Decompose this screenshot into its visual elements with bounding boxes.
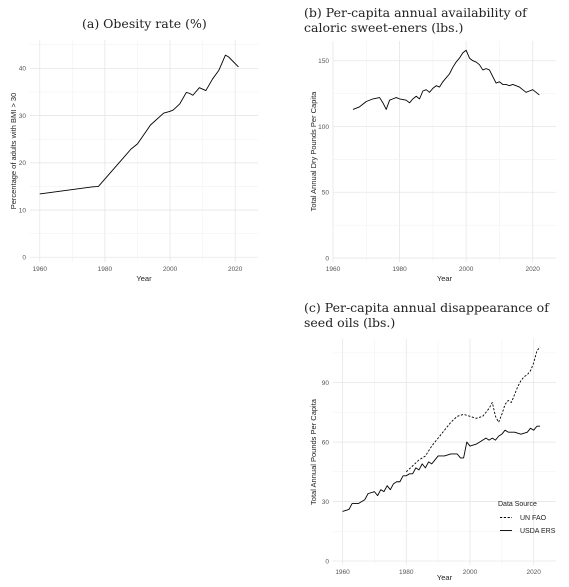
y-axis-title: Percentage of adults with BMI > 30: [9, 93, 18, 210]
series-line: [352, 49, 540, 110]
x-tick-label: 1960: [33, 266, 48, 273]
y-tick-label: 40: [19, 66, 27, 73]
x-axis-title: Year: [136, 274, 152, 283]
y-tick-label: 30: [19, 113, 27, 120]
y-tick-label: 0: [325, 255, 329, 262]
x-tick-label: 2020: [525, 266, 540, 273]
x-tick-label: 2000: [163, 266, 178, 273]
series-line-un-fao: [405, 346, 541, 473]
y-tick-label: 50: [322, 190, 330, 197]
y-tick-label: 60: [322, 439, 330, 446]
legend-title: Data Source: [498, 501, 537, 508]
y-tick-label: 20: [19, 160, 27, 167]
x-tick-label: 2000: [463, 569, 478, 576]
y-axis-title: Total Annual Dry Pounds Per Capita: [309, 91, 318, 211]
y-tick-label: 150: [318, 58, 329, 65]
x-axis-title: Year: [437, 573, 453, 582]
x-tick-label: 2020: [526, 569, 541, 576]
caption-b: (b) Per-capita annual availability of ca…: [304, 5, 566, 35]
x-tick-label: 1960: [326, 266, 341, 273]
x-tick-label: 1960: [335, 569, 350, 576]
legend-label: USDA ERS: [520, 528, 556, 535]
caption-c: (c) Per-capita annual disappearance of s…: [304, 300, 566, 330]
x-tick-label: 2020: [228, 266, 243, 273]
y-tick-label: 30: [322, 499, 330, 506]
legend-label: UN FAO: [520, 515, 547, 522]
y-tick-label: 10: [19, 207, 27, 214]
x-axis-title: Year: [437, 274, 453, 283]
series-line: [39, 54, 239, 195]
caption-b-text: (b) Per-capita annual availability of ca…: [304, 5, 527, 35]
x-tick-label: 1980: [399, 569, 414, 576]
caption-c-text: (c) Per-capita annual disappearance of s…: [304, 300, 549, 330]
y-axis-title: Total Annual Pounds Per Capita: [309, 398, 318, 505]
y-tick-label: 0: [22, 255, 26, 262]
series-line-usda-ers: [342, 425, 541, 512]
x-tick-label: 2000: [459, 266, 474, 273]
y-tick-label: 100: [318, 124, 329, 131]
y-tick-label: 0: [325, 558, 329, 565]
x-tick-label: 1980: [98, 266, 113, 273]
y-tick-label: 90: [322, 380, 330, 387]
x-tick-label: 1980: [392, 266, 407, 273]
caption-a: (a) Obesity rate (%): [82, 16, 207, 31]
